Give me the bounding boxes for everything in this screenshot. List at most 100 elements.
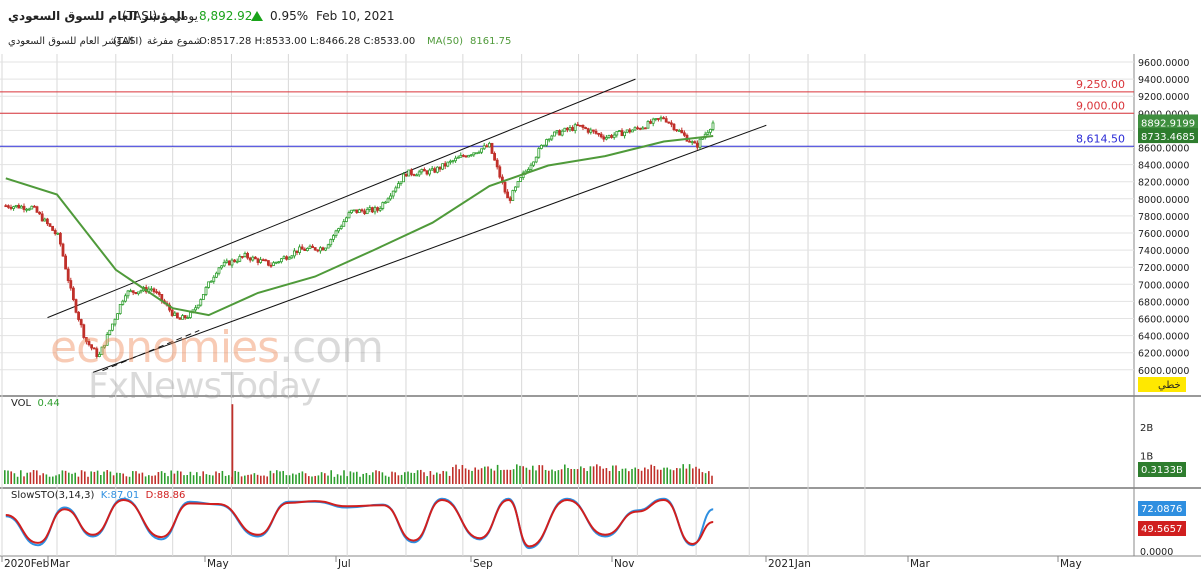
volume-bar [288,475,291,484]
candle-body [420,169,424,173]
candle-body [519,177,522,182]
volume-bar [228,475,230,484]
price-pane [0,54,1201,396]
candle-body [451,160,455,163]
volume-bar [647,469,649,484]
candle-body [48,223,52,227]
volume-bar [455,464,457,484]
candle-body [464,155,468,158]
price-tag [1138,114,1198,130]
candle-body [45,218,49,225]
x-tick-label: Sep [473,558,493,570]
candle-body [277,261,281,264]
volume-bar [285,475,288,484]
candle-body [300,246,304,250]
candle-body [617,130,621,133]
candle-body [32,205,36,208]
volume-bar [352,472,355,484]
volume-bar [541,465,544,484]
candle-body [610,135,613,138]
candle-body [71,287,75,300]
candle-body [578,124,582,127]
volume-bar [68,472,70,484]
candle-body [175,312,179,319]
volume-bar [599,466,601,484]
candle-body [688,140,691,143]
change-percent: 0.95% [270,9,309,23]
volume-bar [365,472,368,484]
volume-bar [487,466,489,484]
candle-body [537,148,541,158]
candle-body [571,127,574,131]
y-tick-label: 8000.0000 [1138,195,1189,206]
candle-body [706,131,710,135]
y-tick-label: 9600.0000 [1138,58,1189,69]
volume-bar [151,475,153,484]
candle-body [183,315,187,319]
volume-label: VOL 0.44 [11,398,60,409]
volume-bar [407,471,409,484]
volume-bar [576,469,579,484]
candle-body [425,170,429,175]
volume-bar [477,469,480,484]
candle-body [459,154,463,158]
volume-bar [320,472,323,484]
last-price: 8,892.92 [199,9,253,23]
candle-body [339,225,343,229]
volume-bar [560,469,563,484]
candle-body [680,130,684,134]
candle-body [503,181,507,193]
x-tick-label: Nov [614,558,635,570]
volume-bar [608,470,611,484]
candle-body [651,118,655,124]
candle-body [313,247,317,251]
volume-bar [106,470,108,484]
volume-bar [439,473,441,484]
volume-bar [397,475,400,484]
volume-bar [519,465,521,484]
watermark-logo-2: FxNewsToday [88,366,321,407]
candle-body [279,258,283,263]
level-label: 9,000.00 [1076,99,1125,112]
volume-bar [628,471,630,484]
volume-bar [138,473,140,484]
candle-body [178,317,182,320]
ohlc-info-bar: المؤشر العام للسوق السعودي (TASI) شموع م… [0,34,1201,50]
candle-body [238,256,242,262]
volume-bar [624,468,627,484]
candle-body [516,181,520,188]
y-tick-label: 6800.0000 [1138,297,1189,308]
volume-bar [429,471,432,484]
candle-body [378,208,382,211]
candle-body [334,230,338,237]
candle-body [19,205,23,209]
volume-bar [378,471,380,484]
candle-body [290,255,294,259]
candle-body [222,261,226,267]
volume-bar [167,476,169,484]
volume-bar [154,475,156,484]
candle-body [74,299,78,313]
candle-body [438,166,442,170]
interval-label[interactable]: يومي [172,9,198,23]
candle-body [9,206,13,209]
volume-bar [93,471,96,484]
volume-bar [381,472,384,484]
volume-bar [506,469,508,484]
index-name: المؤشر العام للسوق السعودي [8,9,185,23]
candle-body [360,209,364,212]
candle-body [136,291,140,295]
volume-bar [295,474,297,484]
volume-bar [548,470,550,484]
volume-bar [660,469,662,484]
y-tick-label: 7800.0000 [1138,212,1189,223]
volume-bar [215,471,217,484]
volume-bar [186,475,188,484]
x-tick-label: Mar [910,558,930,570]
candle-body [292,250,296,257]
candle-body [399,181,403,184]
volume-bar [516,464,518,484]
x-tick-label: May [1060,558,1082,570]
stoch-d-line [5,498,714,548]
